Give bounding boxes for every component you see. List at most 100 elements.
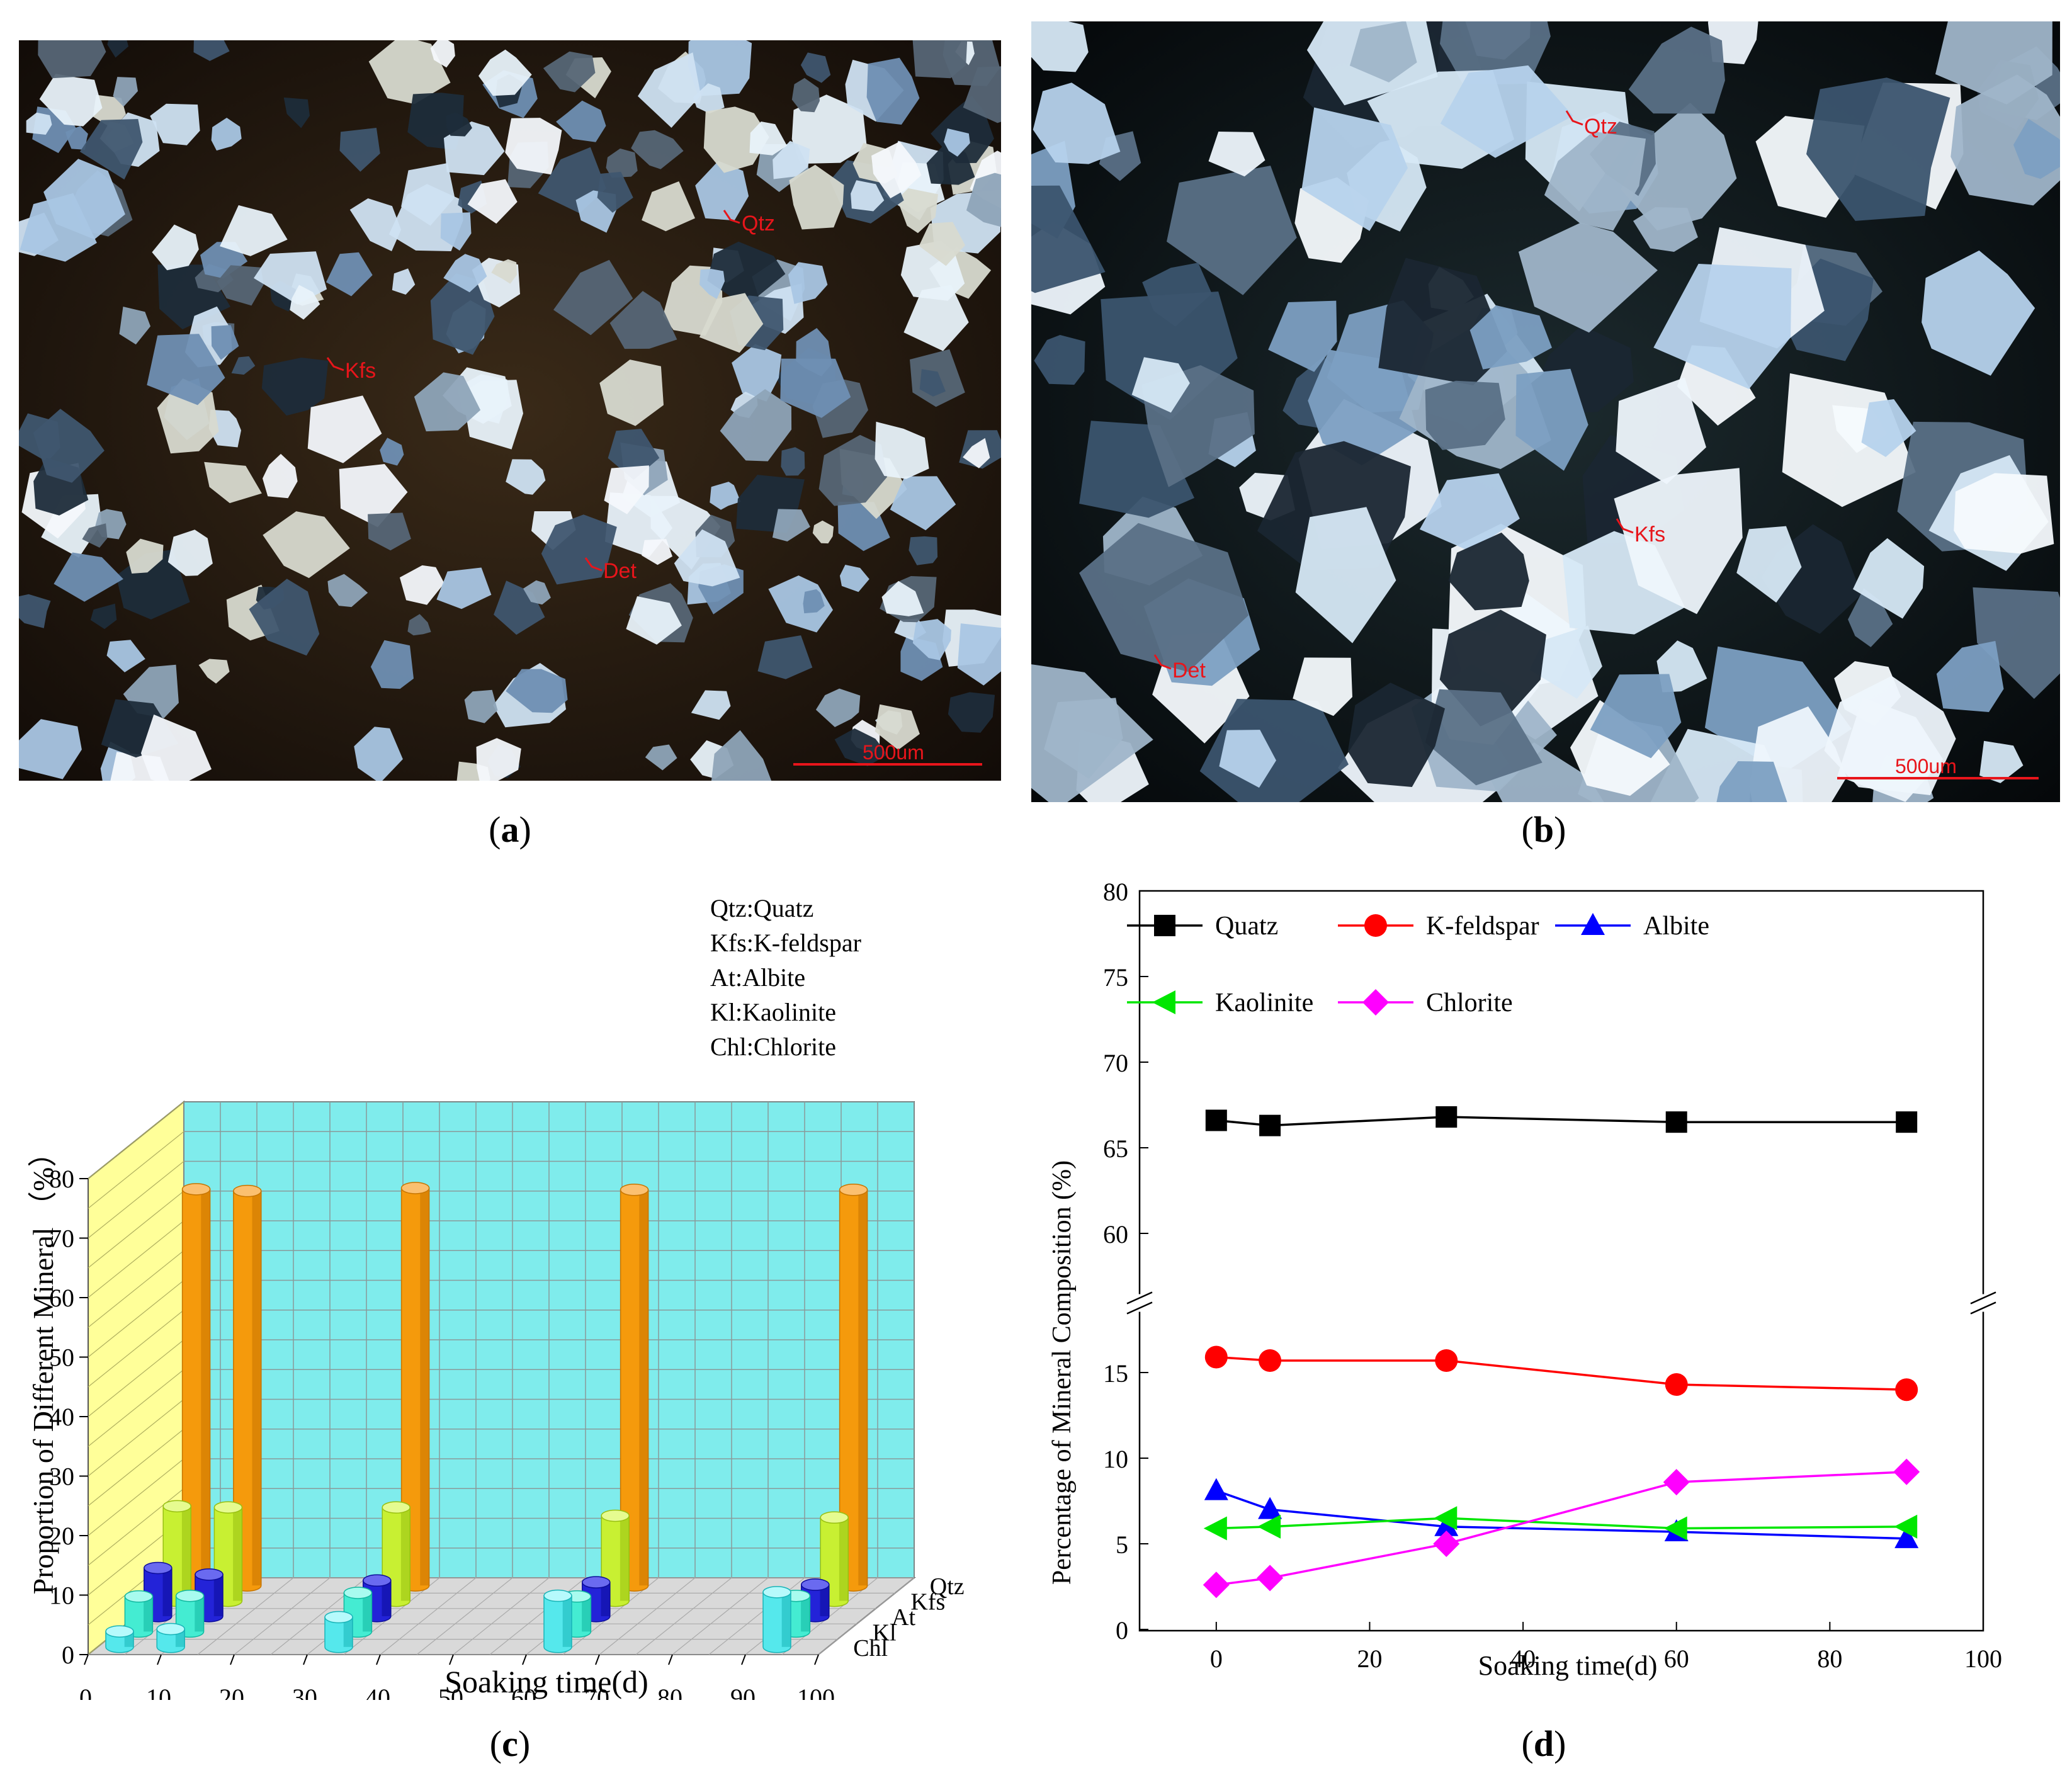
mineral-grain [609, 291, 677, 349]
point-quatz-90d [1896, 1111, 1918, 1133]
mineral-grain [147, 334, 225, 405]
mineral-grain [261, 358, 329, 416]
micro-b-label-qtz: Qtz [1565, 110, 1617, 139]
x-tick-label: 30 [292, 1684, 317, 1700]
mineral-grain [1653, 264, 1792, 389]
mineral-grain [1515, 368, 1588, 471]
mineral-grain [963, 438, 990, 468]
mineral-grain [710, 482, 741, 510]
mineral-grain [875, 704, 920, 750]
bar-kfs-90d-shade [839, 1517, 849, 1601]
mineral-grain [1935, 0, 2052, 105]
mineral-grain [903, 285, 969, 351]
legend-marker-albite [1581, 913, 1605, 935]
mineral-grain [167, 529, 213, 576]
mineral-grain [1922, 250, 2035, 376]
grid-line [88, 1191, 184, 1269]
mineral-grain [1853, 538, 1925, 619]
bar-at-90d-shade [820, 1584, 829, 1616]
x-tick [595, 1654, 600, 1665]
micro-a-label-det: Det [584, 557, 637, 583]
svg-text:500um: 500um [1895, 755, 1957, 778]
x-tick-label: 10 [146, 1684, 171, 1700]
bar-kfs-30d-shade [400, 1507, 410, 1601]
mineral-grain [33, 409, 105, 483]
x-tick-label: 60 [1664, 1645, 1689, 1673]
mineral-grain [818, 434, 887, 506]
svg-text:Det: Det [1172, 659, 1206, 682]
depth-label: At [892, 1604, 915, 1631]
mineral-grain [781, 447, 805, 476]
mineral-grain [1131, 357, 1190, 413]
bar-at-60d-top [582, 1576, 611, 1588]
mineral-grain [414, 372, 481, 432]
svg-text:Kfs: Kfs [1634, 523, 1665, 546]
point-chlorite-60d [1663, 1469, 1690, 1496]
y-tick-label: 30 [49, 1463, 74, 1491]
caption-b: (b) [1521, 809, 1566, 850]
mineral-grain [430, 273, 495, 355]
x-tick-label: 40 [365, 1684, 390, 1700]
mineral-grain [370, 640, 414, 689]
grid-line [88, 1488, 184, 1566]
mineral-grain [909, 536, 938, 565]
mineral-grain [327, 574, 368, 608]
svg-text:500um: 500um [863, 741, 924, 764]
grid-line [416, 1577, 513, 1655]
x-tick [230, 1654, 235, 1665]
bar-qtz-0d [181, 1183, 211, 1592]
mineral-grain [1590, 674, 1682, 759]
bar-kfs-7d-shade [233, 1507, 242, 1601]
point-albite-7d [1258, 1497, 1282, 1519]
mineral-grain [1861, 399, 1916, 457]
bar-kfs-7d-top [213, 1501, 243, 1514]
grid-line [635, 1577, 732, 1655]
grid-line [599, 1577, 696, 1655]
grid-line [562, 1577, 659, 1655]
mineral-grain [208, 409, 241, 448]
x-tick-label: 20 [1357, 1645, 1382, 1673]
mineral-grain [290, 285, 320, 320]
mineral-grain [443, 254, 487, 293]
mineral-grain [1425, 380, 1505, 450]
point-kaolinite-0d [1203, 1516, 1227, 1541]
mineral-grain [1529, 625, 1602, 699]
svg-text:Kfs: Kfs [345, 359, 376, 383]
axis-break-gap-right [1976, 1294, 1991, 1312]
bar-chl-30d-top [324, 1611, 353, 1624]
mineral-grain [693, 83, 725, 114]
mineral-grain [1628, 26, 1725, 114]
bar-at-60d [582, 1576, 611, 1622]
x-tick [157, 1654, 162, 1665]
mineral-grain [1806, 77, 1950, 221]
mineral-grain [1469, 305, 1552, 370]
bar-at-90d-top [801, 1578, 830, 1591]
chart-d-legend: Quatz K-feldspar Albite Kaolinite Chlorite [1127, 912, 1709, 1017]
caption-c: (c) [489, 1723, 531, 1764]
mineral-grain [211, 118, 242, 151]
caption-d: (d) [1521, 1723, 1566, 1764]
series-line-albite [1216, 1490, 1907, 1540]
bar-at-0d-top [144, 1561, 173, 1575]
mineral-grain [695, 161, 749, 221]
mineral-grain [523, 580, 551, 605]
grid-line [88, 1339, 184, 1417]
bar-kl-30d-top [343, 1587, 373, 1599]
mineral-grain [1518, 222, 1658, 333]
mineral-grain [491, 259, 517, 284]
bar-kl-60d-shade [582, 1596, 591, 1632]
mineral-grain [436, 567, 492, 609]
bar-kl-7d-shade [195, 1595, 204, 1632]
bar-qtz-30d-shade [420, 1187, 429, 1586]
mineral-grain [788, 262, 828, 304]
bar-kfs-60d-top [601, 1509, 630, 1522]
depth-label: Chl [853, 1635, 888, 1662]
mineral-grain [440, 212, 472, 251]
mineral-grain [944, 128, 970, 157]
y-tick-label: 80 [1103, 878, 1128, 906]
legend-marker-quatz [1154, 915, 1175, 936]
bar-at-30d-shade [382, 1580, 391, 1616]
mineral-grain [1301, 107, 1408, 231]
grid-line [88, 1369, 184, 1447]
